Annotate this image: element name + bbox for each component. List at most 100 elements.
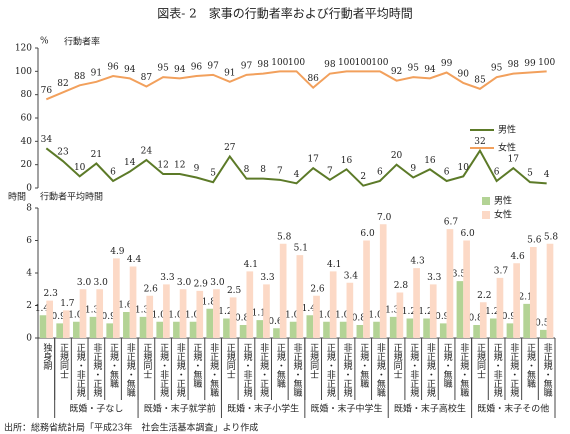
bar	[129, 266, 137, 338]
y-tick-label: 40	[21, 137, 33, 147]
x-tick-label: 非正規・無職	[125, 342, 136, 398]
bar	[206, 308, 214, 338]
data-label: 8	[260, 165, 266, 175]
data-label: 17	[307, 155, 319, 165]
data-label: 0.8	[235, 314, 250, 324]
data-label: 99	[524, 59, 536, 69]
data-label: 1.2	[402, 307, 416, 317]
data-label: 100	[538, 58, 555, 68]
bar	[406, 318, 414, 338]
bar	[363, 240, 370, 338]
x-tick-label: 正規同士	[141, 343, 152, 379]
data-label: 87	[141, 73, 153, 83]
bar	[546, 243, 554, 338]
data-label: 92	[391, 67, 402, 77]
data-label: 94	[424, 65, 436, 75]
bar	[339, 321, 347, 338]
data-label: 34	[41, 135, 53, 145]
x-tick-label: 正規同士	[58, 343, 69, 379]
bar	[329, 271, 337, 338]
data-label: 3.3	[260, 273, 275, 283]
data-label: 5	[527, 169, 533, 179]
data-label: 7.0	[377, 213, 392, 223]
x-tick-label: 非正規・正規	[342, 342, 353, 398]
data-label: 1.0	[285, 310, 300, 320]
bar	[313, 295, 320, 338]
bar	[213, 289, 220, 338]
bar	[496, 277, 504, 338]
data-label: 1.0	[68, 310, 83, 320]
bar	[506, 323, 514, 338]
bar	[373, 321, 380, 338]
data-label: 5.6	[527, 236, 542, 246]
bar	[39, 315, 47, 338]
data-label: 100	[271, 58, 288, 68]
data-label: 10	[458, 163, 470, 173]
data-label: 1.8	[202, 297, 217, 307]
bar	[139, 316, 147, 338]
data-label: 100	[371, 58, 388, 68]
x-tick-label: 非正規・正規	[425, 342, 436, 398]
data-label: 0.6	[268, 317, 283, 327]
data-label: 82	[57, 79, 68, 89]
bar	[296, 255, 304, 338]
y-tick-label: 4	[26, 269, 32, 279]
bar	[229, 297, 237, 338]
data-label: 1.0	[152, 310, 167, 320]
bar	[479, 302, 487, 338]
data-label: 3.3	[427, 273, 442, 283]
group-label: 既婚・末子その他	[477, 403, 549, 415]
group-label: 既婚・末子就学前	[144, 403, 216, 415]
data-label: 21	[91, 150, 102, 160]
data-label: 4.9	[110, 247, 125, 257]
line	[45, 70, 547, 101]
line	[45, 147, 547, 187]
y-tick-label: 80	[21, 90, 33, 100]
data-label: 1.0	[368, 310, 383, 320]
bar	[323, 321, 330, 338]
bar	[429, 284, 437, 338]
data-label: 1.4	[302, 304, 317, 314]
data-label: 1.0	[318, 310, 333, 320]
bar	[413, 268, 420, 338]
data-label: 6.0	[360, 229, 375, 239]
y-tick-label: 6	[26, 236, 32, 246]
data-label: 85	[474, 75, 486, 85]
bar	[96, 289, 104, 338]
data-label: 2.9	[194, 279, 209, 289]
data-label: 16	[341, 156, 353, 166]
x-tick-label: 非正規・無職	[542, 342, 553, 398]
x-tick-label: 正規・無職	[442, 343, 453, 389]
data-label: 0.9	[435, 312, 450, 322]
group-label: 既婚・子なし	[69, 403, 123, 415]
data-label: 3.0	[94, 278, 109, 288]
data-label: 12	[174, 161, 185, 171]
bar	[273, 328, 280, 338]
x-tick-label: 正規・非正規	[408, 343, 419, 398]
y-tick-label: 0	[26, 334, 32, 344]
data-label: 0.8	[352, 314, 367, 324]
bar	[106, 323, 114, 338]
x-tick-label: 正規・非正規	[325, 343, 336, 398]
data-label: 17	[508, 155, 520, 165]
x-tick-label: 非正規・正規	[258, 342, 269, 398]
data-label: 5.8	[277, 232, 292, 242]
bar	[73, 321, 80, 338]
bar	[156, 321, 164, 338]
data-label: 88	[74, 72, 86, 82]
data-label: 91	[91, 68, 102, 78]
bar	[346, 282, 354, 338]
data-label: 6.7	[444, 218, 459, 228]
data-label: 97	[207, 61, 219, 71]
data-label: 7	[327, 166, 333, 176]
bar	[223, 318, 230, 338]
legend-label: 女性	[494, 209, 512, 221]
bar	[196, 290, 204, 338]
data-label: 1.1	[252, 309, 266, 319]
x-tick-label: 正規・非正規	[158, 343, 169, 398]
data-label: 1.7	[60, 299, 75, 309]
data-label: 2.6	[310, 284, 325, 294]
bar	[529, 247, 537, 338]
x-tick-label: 正規・無職	[191, 343, 202, 389]
data-label: 2	[360, 172, 366, 182]
